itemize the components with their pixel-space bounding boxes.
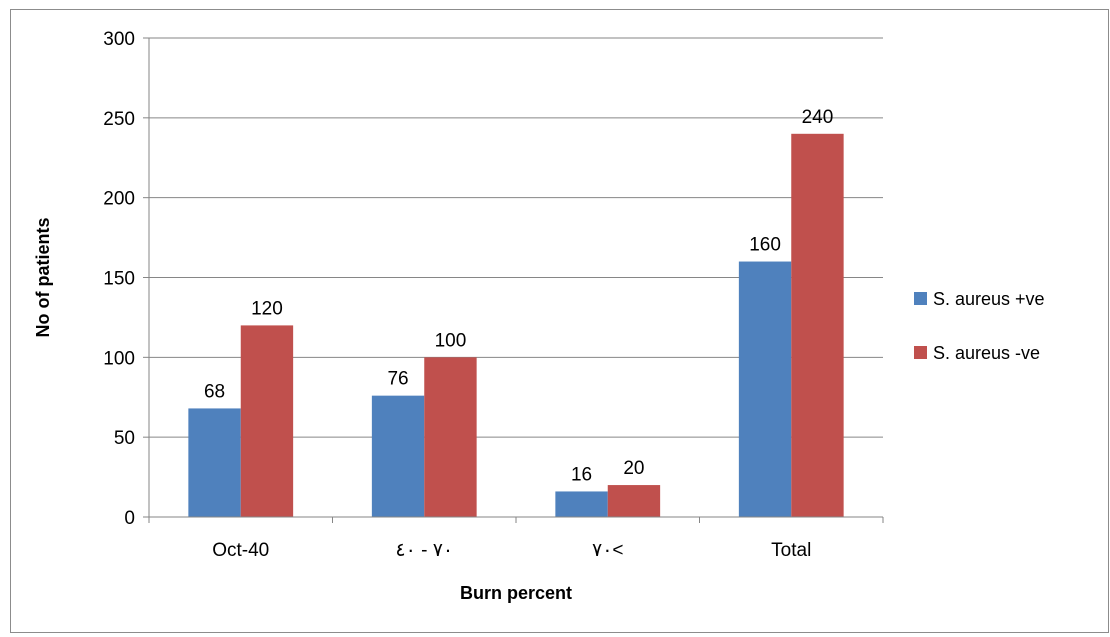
y-tick-label: 300 bbox=[103, 29, 135, 50]
data-label: 16 bbox=[571, 464, 592, 485]
bar bbox=[240, 325, 294, 517]
bar bbox=[188, 408, 241, 517]
bar bbox=[791, 133, 844, 518]
legend-label: S. aureus +ve bbox=[933, 289, 1045, 309]
chart-frame: 0 50 100 150 200 250 300 Oct-40 ٧٠ - ٤٠ ٧٠< Total … bbox=[10, 9, 1109, 633]
bar bbox=[607, 485, 661, 517]
bar bbox=[738, 261, 792, 517]
legend-swatch bbox=[914, 346, 927, 359]
legend-label: S. aureus -ve bbox=[933, 343, 1040, 363]
legend-swatch bbox=[914, 292, 927, 305]
y-axis-title: No of patients bbox=[33, 218, 53, 338]
data-labels: 68 120 76 100 16 20 160 240 bbox=[204, 107, 833, 486]
y-tick-label: 0 bbox=[124, 508, 135, 529]
data-label: 100 bbox=[435, 330, 467, 351]
bar bbox=[555, 491, 608, 517]
bars bbox=[188, 133, 844, 518]
legend: S. aureus +ve S. aureus -ve bbox=[914, 289, 1045, 363]
y-tick-label: 250 bbox=[103, 109, 135, 130]
x-tick-label: Total bbox=[771, 540, 811, 561]
y-tick-label: 200 bbox=[103, 189, 135, 210]
bar bbox=[371, 395, 425, 517]
y-tick-label: 150 bbox=[103, 269, 135, 290]
data-label: 120 bbox=[251, 298, 283, 319]
axes: 0 50 100 150 200 250 300 Oct-40 ٧٠ - ٤٠ ٧٠< Total bbox=[103, 29, 884, 561]
x-tick-label: ٧٠ - ٤٠ bbox=[395, 540, 453, 561]
data-label: 68 bbox=[204, 381, 225, 402]
data-label: 160 bbox=[749, 235, 781, 256]
y-tick-label: 50 bbox=[114, 428, 135, 449]
x-tick-label: ٧٠< bbox=[592, 540, 624, 561]
bar bbox=[424, 357, 477, 517]
x-axis-title: Burn percent bbox=[460, 583, 572, 603]
y-tick-label: 100 bbox=[103, 348, 135, 369]
x-tick-label: Oct-40 bbox=[212, 540, 269, 561]
data-label: 20 bbox=[623, 458, 644, 479]
data-label: 240 bbox=[802, 107, 834, 128]
data-label: 76 bbox=[387, 369, 408, 390]
